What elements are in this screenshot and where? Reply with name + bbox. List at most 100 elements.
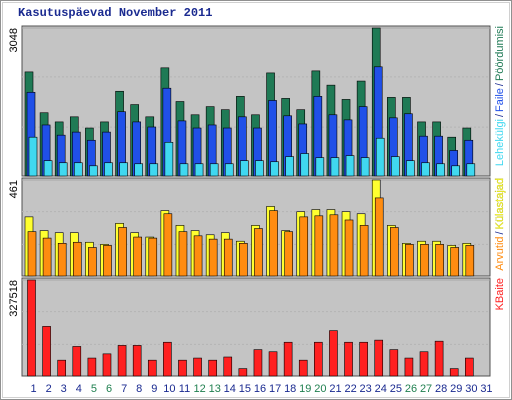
y-tick-label: 3048 xyxy=(8,28,20,52)
bar xyxy=(330,157,340,177)
x-tick-label: 25 xyxy=(390,383,402,395)
legend-separator: / xyxy=(494,230,506,234)
bar xyxy=(134,163,143,177)
bar xyxy=(28,136,38,177)
x-tick-label: 28 xyxy=(435,383,447,395)
bar xyxy=(223,238,233,277)
x-tick-label: 10 xyxy=(163,383,175,395)
bar xyxy=(119,162,128,177)
legend: Arvutid /Külastajad xyxy=(494,178,506,271)
bar xyxy=(148,237,158,277)
legend-separator: / xyxy=(494,113,506,117)
x-tick-label: 1 xyxy=(30,383,36,395)
bar xyxy=(435,244,444,277)
bar xyxy=(57,243,67,277)
bar xyxy=(163,341,172,377)
bar xyxy=(89,165,98,177)
bar xyxy=(360,157,370,177)
bar xyxy=(270,161,279,177)
bar xyxy=(253,349,263,377)
bar xyxy=(465,245,475,277)
x-tick-label: 16 xyxy=(254,383,266,395)
bar xyxy=(57,359,66,377)
bar xyxy=(329,214,339,277)
bar xyxy=(298,359,308,377)
bar xyxy=(283,341,293,377)
bar xyxy=(345,155,355,177)
bar xyxy=(88,247,97,277)
legend-separator: / xyxy=(494,82,506,86)
bar xyxy=(27,231,37,277)
bar xyxy=(104,162,113,177)
bar xyxy=(374,339,384,377)
bar xyxy=(72,241,82,277)
x-tick-label: 27 xyxy=(420,383,432,395)
bar xyxy=(178,231,188,277)
legend-entry: Külastajad xyxy=(494,178,506,229)
legend-entry: Lehekülgi xyxy=(494,119,506,166)
bar xyxy=(374,197,384,277)
bar xyxy=(132,345,142,377)
x-tick-label: 30 xyxy=(465,383,477,395)
bar xyxy=(436,163,445,177)
bar xyxy=(449,368,459,377)
x-tick-label: 12 xyxy=(193,383,205,395)
bar xyxy=(208,359,217,377)
legend-entry: Pöördumisi xyxy=(494,26,506,81)
bar xyxy=(269,210,278,277)
bar xyxy=(72,346,82,377)
legend: KBaite xyxy=(494,278,506,310)
bar xyxy=(240,160,249,177)
bar xyxy=(344,341,353,377)
x-tick-label: 9 xyxy=(151,383,157,395)
bar xyxy=(163,213,173,277)
bar xyxy=(284,231,293,277)
bar xyxy=(465,357,474,377)
x-tick-label: 13 xyxy=(209,383,221,395)
bar xyxy=(390,227,399,277)
bar xyxy=(42,326,51,377)
bar xyxy=(434,340,444,377)
bar xyxy=(405,244,414,277)
bar xyxy=(194,163,204,177)
x-tick-label: 6 xyxy=(106,383,112,395)
bar xyxy=(299,216,309,277)
x-tick-label: 7 xyxy=(121,383,127,395)
x-tick-label: 15 xyxy=(239,383,251,395)
bar xyxy=(133,236,142,277)
bar xyxy=(406,160,415,177)
bar xyxy=(359,225,369,277)
bar xyxy=(58,162,68,177)
bar xyxy=(208,238,218,277)
bar xyxy=(193,235,203,277)
bar xyxy=(314,215,324,277)
bar xyxy=(375,137,385,177)
bar xyxy=(42,237,52,277)
bar xyxy=(73,162,83,177)
chart-title: Kasutuspäevad November 2011 xyxy=(18,6,212,20)
x-tick-label: 18 xyxy=(284,383,296,395)
x-tick-label: 11 xyxy=(179,383,190,395)
bar xyxy=(102,353,112,377)
x-tick-label: 17 xyxy=(269,383,281,395)
x-tick-label: 2 xyxy=(46,383,52,395)
bar xyxy=(268,351,278,377)
bar xyxy=(404,357,414,377)
bar xyxy=(420,244,429,277)
bar xyxy=(193,357,202,377)
bar xyxy=(254,228,263,277)
x-tick-label: 4 xyxy=(76,383,82,395)
bar xyxy=(27,279,36,377)
legend-entry: Faile xyxy=(494,88,506,112)
bar xyxy=(164,142,174,177)
bar xyxy=(359,341,368,377)
x-tick-label: 23 xyxy=(360,383,372,395)
bar xyxy=(118,227,127,277)
bar xyxy=(178,359,187,377)
y-tick-label: 327518 xyxy=(8,280,20,317)
bar xyxy=(466,163,476,177)
x-tick-label: 14 xyxy=(224,383,236,395)
bar xyxy=(224,163,234,177)
x-tick-label: 29 xyxy=(450,383,462,395)
